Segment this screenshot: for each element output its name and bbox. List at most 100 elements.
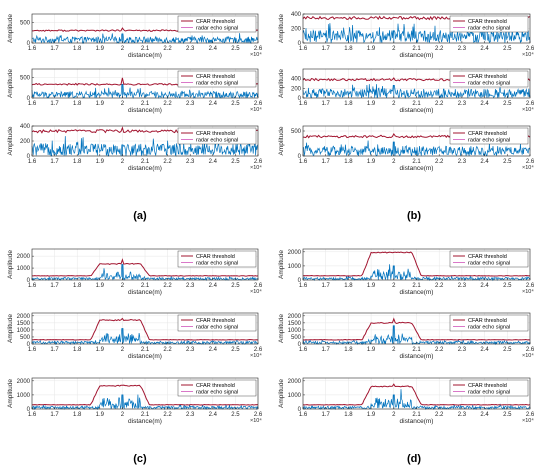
x-tick-label: 1.6: [28, 101, 37, 107]
x-tick-label: 2.3: [186, 46, 195, 52]
subplot: 1.6 1.7 1.8 1.9 2 2.1 2.2 2.3 2.4 2.5 2.6 0 1000 2000…: [7, 248, 263, 296]
y-tick-label: 200: [20, 139, 31, 145]
x-tick-label: 2.5: [503, 347, 512, 353]
y-tick-label: 0: [298, 278, 302, 284]
cfar-threshold-line: [31, 317, 259, 341]
y-tick-label: 2000: [17, 379, 31, 385]
legend-label-threshold: CFAR threshold: [196, 74, 235, 80]
legend-box: [449, 250, 529, 268]
x-tick-label: 1.7: [322, 283, 331, 289]
legend-box: [177, 70, 257, 88]
x-axis-label: distance(m): [400, 52, 434, 59]
y-axis-label: Amplitude: [278, 250, 285, 279]
x-tick-label: 2: [392, 347, 396, 353]
y-tick-label: 1000: [17, 266, 31, 272]
x-tick-label: 2.1: [141, 159, 150, 165]
x-tick-label: 2.3: [458, 347, 467, 353]
x-tick-label: 1.9: [96, 159, 105, 165]
x-tick-label: 2.2: [163, 412, 172, 418]
y-tick-label: 2000: [288, 250, 302, 256]
x-axis-exponent: ×10⁴: [522, 288, 534, 295]
x-tick-label: 2.3: [458, 46, 467, 52]
legend-label-echo: radar echo signal: [196, 81, 238, 87]
x-tick-label: 2.6: [254, 283, 263, 289]
x-tick-label: 1.9: [96, 101, 105, 107]
x-tick-label: 2: [121, 159, 125, 165]
x-axis-label: distance(m): [128, 289, 162, 296]
x-tick-label: 2.4: [480, 283, 489, 289]
y-tick-label: 400: [20, 124, 31, 130]
legend-label-threshold: CFAR threshold: [468, 131, 507, 137]
legend-label-echo: radar echo signal: [196, 138, 238, 144]
x-tick-label: 2.3: [458, 283, 467, 289]
x-tick-label: 2.3: [186, 347, 195, 353]
x-tick-label: 2: [121, 46, 125, 52]
x-axis-exponent: ×10⁴: [250, 106, 262, 113]
x-tick-label: 1.6: [28, 412, 37, 418]
x-tick-label: 2.6: [526, 283, 535, 289]
x-tick-label: 2.5: [231, 46, 240, 52]
x-tick-label: 2.1: [412, 46, 421, 52]
x-tick-label: 1.9: [367, 101, 376, 107]
subplot: 1.6 1.7 1.8 1.9 2 2.1 2.2 2.3 2.4 2.5 2.6 050010001…: [7, 312, 263, 360]
x-tick-label: 2.2: [163, 347, 172, 353]
x-tick-label: 2: [392, 412, 396, 418]
x-tick-label: 2.5: [231, 347, 240, 353]
subplot: 1.6 1.7 1.8 1.9 2 2.1 2.2 2.3 2.4 2.5 2.6 0 200 400 di…: [278, 12, 535, 59]
x-tick-label: 1.9: [367, 46, 376, 52]
subplot: 1.6 1.7 1.8 1.9 2 2.1 2.2 2.3 2.4 2.5 2.6 0 200 400 di…: [7, 124, 263, 172]
legend-label-threshold: CFAR threshold: [468, 318, 507, 324]
y-tick-label: 500: [20, 335, 31, 341]
x-tick-label: 2.4: [209, 412, 218, 418]
x-tick-label: 1.8: [73, 283, 82, 289]
x-axis-label: distance(m): [128, 353, 162, 360]
y-axis-label: Amplitude: [7, 69, 14, 98]
x-tick-label: 1.9: [367, 412, 376, 418]
y-tick-label: 400: [291, 77, 302, 83]
subplot: 1.6 1.7 1.8 1.9 2 2.1 2.2 2.3 2.4 2.5 2.6 0 1000 2000…: [278, 377, 535, 425]
x-tick-label: 1.9: [367, 159, 376, 165]
legend-label-echo: radar echo signal: [196, 26, 238, 32]
x-tick-label: 1.6: [299, 46, 308, 52]
x-tick-label: 1.9: [367, 283, 376, 289]
x-tick-label: 2.1: [412, 283, 421, 289]
y-axis-label: Amplitude: [278, 126, 285, 155]
y-tick-label: 400: [291, 12, 302, 18]
x-tick-label: 2.1: [141, 347, 150, 353]
x-tick-label: 2.5: [503, 159, 512, 165]
x-tick-label: 1.8: [344, 347, 353, 353]
x-tick-label: 2.4: [480, 347, 489, 353]
x-tick-label: 2.4: [480, 412, 489, 418]
x-tick-label: 1.7: [322, 347, 331, 353]
x-tick-label: 2.3: [186, 283, 195, 289]
cfar-threshold-line: [302, 251, 531, 277]
y-tick-label: 1000: [17, 393, 31, 399]
x-tick-label: 1.8: [344, 159, 353, 165]
x-tick-label: 2: [392, 101, 396, 107]
legend-box: [177, 379, 257, 397]
cfar-threshold-line: [303, 383, 531, 406]
panel-label: (a): [133, 210, 147, 222]
x-tick-label: 2.6: [526, 347, 535, 353]
y-axis-label: Amplitude: [278, 379, 285, 408]
y-tick-label: 0: [298, 342, 302, 348]
x-axis-label: distance(m): [400, 165, 434, 172]
legend-label-echo: radar echo signal: [468, 390, 510, 396]
x-tick-label: 2.5: [231, 101, 240, 107]
x-tick-label: 1.7: [50, 412, 59, 418]
x-tick-label: 1.8: [344, 46, 353, 52]
x-tick-label: 2.5: [503, 412, 512, 418]
y-axis-label: Amplitude: [7, 14, 14, 43]
x-tick-label: 2.6: [254, 159, 263, 165]
legend-label-threshold: CFAR threshold: [196, 383, 235, 389]
x-tick-label: 1.9: [96, 412, 105, 418]
x-axis-exponent: ×10⁴: [250, 288, 262, 295]
y-tick-label: 2000: [17, 314, 31, 320]
legend-box: [177, 314, 257, 332]
legend-label-threshold: CFAR threshold: [196, 19, 235, 25]
